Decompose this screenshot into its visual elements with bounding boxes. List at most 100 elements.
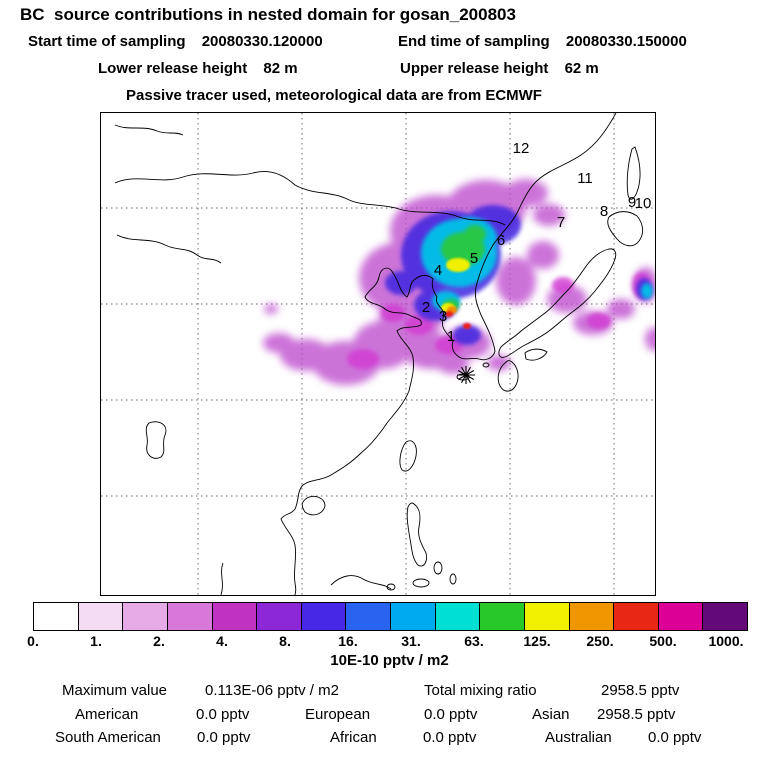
american-contribution-label: American bbox=[75, 706, 139, 723]
colorbar-cell bbox=[167, 603, 213, 630]
tracer-line: Passive tracer used, meteorological data… bbox=[126, 87, 542, 104]
african-contribution-label: African bbox=[330, 729, 377, 746]
colorbar-cell bbox=[257, 603, 302, 630]
colorbar-cell bbox=[435, 603, 481, 630]
colorbar-cell bbox=[703, 603, 747, 630]
lower-release-label: Lower release height bbox=[98, 60, 248, 77]
european-contribution-value: 0.0 pptv bbox=[424, 706, 478, 723]
southwest-loop bbox=[145, 421, 167, 459]
african-contribution-value: 0.0 pptv bbox=[423, 729, 477, 746]
tsushima-island bbox=[482, 362, 490, 368]
total-mixing-ratio-label: Total mixing ratio bbox=[424, 682, 537, 699]
start-time-label: Start time of sampling bbox=[28, 33, 186, 50]
asian-contribution-label: Asian bbox=[532, 706, 570, 723]
colorbar-cell bbox=[212, 603, 258, 630]
colorbar-cell bbox=[614, 603, 659, 630]
hokkaido-coast bbox=[607, 211, 644, 247]
region-number: 2 bbox=[422, 299, 430, 316]
end-time-label: End time of sampling bbox=[398, 33, 550, 50]
australian-contribution-label: Australian bbox=[545, 729, 612, 746]
region-number: 7 bbox=[557, 214, 565, 231]
total-mixing-ratio-value: 2958.5 pptv bbox=[601, 682, 680, 699]
shikoku-coast bbox=[524, 348, 548, 361]
region-number: 11 bbox=[577, 170, 593, 187]
region-number: 3 bbox=[439, 308, 447, 325]
colorbar-cell bbox=[524, 603, 570, 630]
colorbar-tick-label: 31. bbox=[401, 633, 421, 649]
mainland-coast bbox=[280, 113, 617, 595]
region-number: 5 bbox=[470, 250, 478, 267]
small-island-2 bbox=[449, 573, 457, 585]
plume-red bbox=[445, 311, 471, 329]
start-time-value: 20080330.120000 bbox=[201, 33, 323, 50]
taiwan-coast bbox=[399, 440, 417, 472]
region-number: 12 bbox=[513, 140, 530, 157]
south-american-contribution-value: 0.0 pptv bbox=[197, 729, 251, 746]
luzon-coast bbox=[406, 502, 427, 567]
concentration-plume bbox=[263, 179, 655, 385]
plume-green bbox=[441, 225, 486, 311]
station-marker-icon bbox=[457, 366, 475, 384]
colorbar-cell bbox=[123, 603, 168, 630]
colorbar-cell bbox=[480, 603, 525, 630]
small-island-4 bbox=[386, 583, 396, 591]
colorbar-tick-label: 250. bbox=[586, 633, 614, 649]
region-number: 8 bbox=[600, 203, 608, 220]
page-title: BC source contributions in nested domain… bbox=[20, 5, 516, 24]
australian-contribution-value: 0.0 pptv bbox=[648, 729, 702, 746]
colorbar-cell bbox=[346, 603, 391, 630]
south-american-contribution-label: South American bbox=[55, 729, 161, 746]
colorbar-tick-label: 125. bbox=[523, 633, 551, 649]
colorbar-tick-label: 16. bbox=[338, 633, 358, 649]
lower-release-value: 82 m bbox=[263, 60, 298, 77]
maximum-value-label: Maximum value bbox=[62, 682, 168, 699]
colorbar-tick-label: 1000. bbox=[708, 633, 744, 649]
small-island-1 bbox=[433, 561, 443, 575]
start-time-line: Start time of sampling 20080330.120000 bbox=[28, 33, 323, 50]
end-time-line: End time of sampling 20080330.150000 bbox=[398, 33, 687, 50]
map-frame: 1 2 3 4 5 6 7 8 9 10 11 12 bbox=[100, 112, 656, 596]
colorbar-cell bbox=[301, 603, 347, 630]
region-number: 4 bbox=[434, 262, 442, 279]
colorbar-cell bbox=[34, 603, 79, 630]
colorbar-tick-label: 1. bbox=[90, 633, 102, 649]
hainan-coast bbox=[301, 495, 326, 516]
european-contribution-label: European bbox=[305, 706, 371, 723]
region-number: 1 bbox=[447, 328, 455, 345]
colorbar-cell bbox=[658, 603, 704, 630]
lower-release-line: Lower release height 82 m bbox=[98, 60, 298, 77]
coastlines bbox=[114, 113, 644, 595]
colorbar bbox=[33, 602, 748, 631]
sakhalin-coast bbox=[626, 146, 641, 200]
colorbar-tick-label: 63. bbox=[464, 633, 484, 649]
colorbar-tick-label: 4. bbox=[216, 633, 228, 649]
region-number: 9 bbox=[628, 194, 636, 211]
upper-release-label: Upper release height bbox=[400, 60, 549, 77]
region-number: 10 bbox=[635, 195, 652, 212]
maximum-value: 0.113E-06 pptv / m2 bbox=[205, 682, 339, 699]
asian-contribution-value: 2958.5 pptv bbox=[597, 706, 676, 723]
colorbar-tick-label: 2. bbox=[153, 633, 165, 649]
colorbar-tick-label: 0. bbox=[27, 633, 39, 649]
upper-release-value: 62 m bbox=[564, 60, 599, 77]
colorbar-cell bbox=[569, 603, 615, 630]
colorbar-cell bbox=[391, 603, 436, 630]
colorbar-ticks: 0. 1. 2. 4. 8. 16. 31. 63. 125. 250. 500. 1000. bbox=[27, 633, 746, 649]
colorbar-tick-label: 8. bbox=[279, 633, 291, 649]
colorbar-unit-label: 10E-10 pptv / m2 bbox=[330, 652, 449, 669]
end-time-value: 20080330.150000 bbox=[565, 33, 687, 50]
southern-coast-details bbox=[220, 562, 392, 595]
colorbar-cell bbox=[78, 603, 124, 630]
inland-borders bbox=[114, 124, 506, 264]
colorbar-tick-label: 500. bbox=[649, 633, 677, 649]
upper-release-line: Upper release height 62 m bbox=[400, 60, 599, 77]
station-marker-line bbox=[457, 370, 475, 380]
honshu-coast bbox=[498, 248, 617, 358]
kyushu-coast bbox=[497, 360, 519, 392]
small-island-3 bbox=[412, 578, 430, 588]
region-number: 6 bbox=[497, 232, 505, 249]
american-contribution-value: 0.0 pptv bbox=[196, 706, 250, 723]
